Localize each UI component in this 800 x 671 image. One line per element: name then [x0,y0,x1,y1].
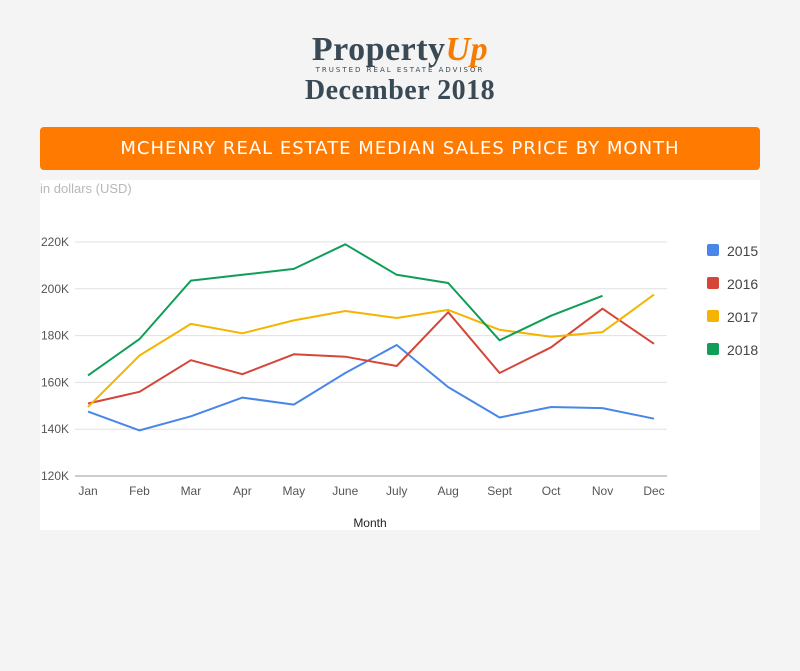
legend-swatch-2018 [707,343,719,355]
logo-accent-text: Up [445,31,489,68]
legend-label-2017: 2017 [727,309,758,325]
chart-subtitle: in dollars (USD) [40,181,132,196]
x-tick-label: Apr [233,484,252,498]
x-tick-label: Sept [487,484,512,498]
brand-tagline: TRUSTED REAL ESTATE ADVISOR [315,66,485,74]
y-axis-ticks: 120K 140K 160K 180K 200K 220K [41,235,69,483]
x-tick-label: Oct [542,484,561,498]
x-tick-label: Feb [129,484,150,498]
x-tick-label: July [386,484,407,498]
logo-main-text: Property [311,31,446,68]
x-tick-label: June [332,484,358,498]
x-tick-label: Jan [78,484,97,498]
brand-header: PropertyUp TRUSTED REAL ESTATE ADVISOR D… [0,32,800,106]
chart-title-banner: MCHENRY REAL ESTATE MEDIAN SALES PRICE B… [40,127,760,170]
x-axis-label: Month [353,516,386,530]
series-line-2018 [87,243,603,377]
series-lines [87,243,655,432]
x-axis-ticks: Jan Feb Mar Apr May June July Aug Sept Oct Nov Dec [78,484,664,498]
brand-logo: PropertyUp [0,32,800,68]
legend-label-2016: 2016 [727,276,758,292]
x-tick-label: Aug [438,484,459,498]
chart-panel [40,180,760,530]
y-tick-label: 200K [41,282,69,296]
legend-swatch-2015 [707,244,719,256]
chart-title: MCHENRY REAL ESTATE MEDIAN SALES PRICE B… [120,138,680,159]
x-tick-label: Mar [181,484,202,498]
y-tick-label: 160K [41,375,69,389]
legend-swatch-2017 [707,310,719,322]
series-line-2015 [87,344,655,432]
x-tick-label: Nov [592,484,613,498]
y-tick-label: 140K [41,422,69,436]
series-line-2017 [87,293,655,408]
x-tick-label: Dec [643,484,664,498]
legend: 2015 2016 2017 2018 [707,243,758,358]
y-tick-label: 220K [41,235,69,249]
x-tick-label: May [282,484,305,498]
y-tick-label: 120K [41,469,69,483]
edition-date: December 2018 [304,75,496,106]
legend-label-2015: 2015 [727,243,758,259]
legend-label-2018: 2018 [727,342,758,358]
legend-swatch-2016 [707,277,719,289]
series-line-2016 [87,307,655,405]
y-tick-label: 180K [41,329,69,343]
